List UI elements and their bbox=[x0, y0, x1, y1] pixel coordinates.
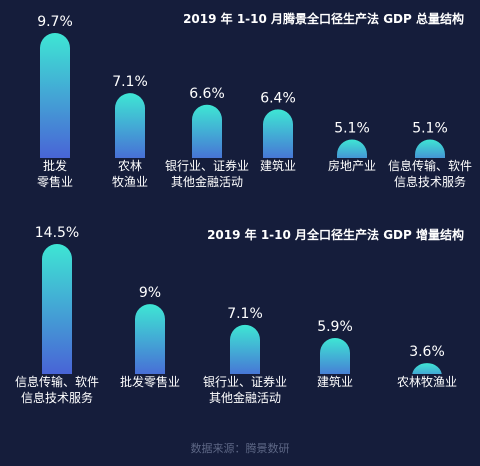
total-category-label-5: 房地产业 bbox=[328, 158, 376, 173]
increment-bar-base-1 bbox=[41, 374, 73, 390]
total-value-label-4: 6.4% bbox=[260, 90, 296, 106]
total-bar-2 bbox=[115, 93, 145, 173]
total-category-label-2-line-2: 牧渔业 bbox=[112, 175, 148, 189]
increment-bar-2 bbox=[135, 304, 165, 389]
total-bar-base-3 bbox=[191, 158, 223, 174]
total-bar-1 bbox=[40, 33, 70, 173]
increment-bar-3 bbox=[230, 324, 260, 389]
total-value-label-3: 6.6% bbox=[189, 86, 225, 102]
total-bar-base-5 bbox=[336, 158, 368, 174]
increment-category-label-3-line-1: 银行业、证券业 bbox=[203, 374, 287, 389]
chart-title-increment: 2019 年 1-10 月全口径生产法 GDP 增量结构 bbox=[207, 228, 464, 242]
increment-value-label-1: 14.5% bbox=[35, 225, 79, 241]
increment-bar-base-2 bbox=[134, 374, 166, 390]
increment-category-label-2: 批发零售业 bbox=[120, 374, 180, 389]
total-bar-3 bbox=[192, 104, 222, 173]
total-value-label-6: 5.1% bbox=[412, 120, 448, 136]
increment-category-label-4: 建筑业 bbox=[317, 374, 353, 389]
total-bar-base-2 bbox=[114, 158, 146, 174]
increment-bar-base-5 bbox=[411, 374, 443, 390]
increment-category-label-1-line-2: 信息技术服务 bbox=[21, 390, 93, 405]
increment-value-label-3: 7.1% bbox=[227, 306, 263, 322]
total-bar-base-1 bbox=[39, 158, 71, 174]
total-value-label-5: 5.1% bbox=[334, 120, 370, 136]
total-value-label-2: 7.1% bbox=[112, 74, 148, 90]
increment-bar-base-3 bbox=[229, 374, 261, 390]
total-category-label-3-line-1: 银行业、证券业 bbox=[165, 158, 249, 173]
total-category-label-1-line-2: 零售业 bbox=[37, 174, 73, 189]
increment-category-label-1-line-1: 信息传输、软件 bbox=[15, 374, 99, 389]
increment-value-label-5: 3.6% bbox=[409, 344, 445, 360]
total-category-label-4: 建筑业 bbox=[260, 158, 296, 173]
increment-bar-1 bbox=[42, 244, 72, 389]
increment-value-label-4: 5.9% bbox=[317, 319, 353, 335]
increment-value-label-2: 9% bbox=[139, 285, 161, 301]
total-bar-4 bbox=[263, 109, 293, 173]
increment-bar-base-4 bbox=[319, 374, 351, 390]
total-category-label-1-line-1: 批发 bbox=[43, 158, 67, 173]
data-source-note: 数据来源：腾景数研 bbox=[190, 442, 290, 455]
total-category-label-6-line-1: 信息传输、软件 bbox=[388, 158, 472, 173]
total-category-label-2-line-1: 农林 bbox=[118, 159, 142, 173]
total-value-label-1: 9.7% bbox=[37, 14, 73, 30]
chart-title-total: 2019 年 1-10 月腾景全口径生产法 GDP 总量结构 bbox=[183, 12, 464, 26]
total-bar-base-4 bbox=[262, 158, 294, 174]
total-bar-base-6 bbox=[414, 158, 446, 174]
total-category-label-3-line-2: 其他金融活动 bbox=[171, 174, 243, 189]
increment-category-label-5: 农林牧渔业 bbox=[397, 375, 457, 389]
total-category-label-6-line-2: 信息技术服务 bbox=[394, 174, 466, 189]
increment-category-label-3-line-2: 其他金融活动 bbox=[209, 390, 281, 405]
